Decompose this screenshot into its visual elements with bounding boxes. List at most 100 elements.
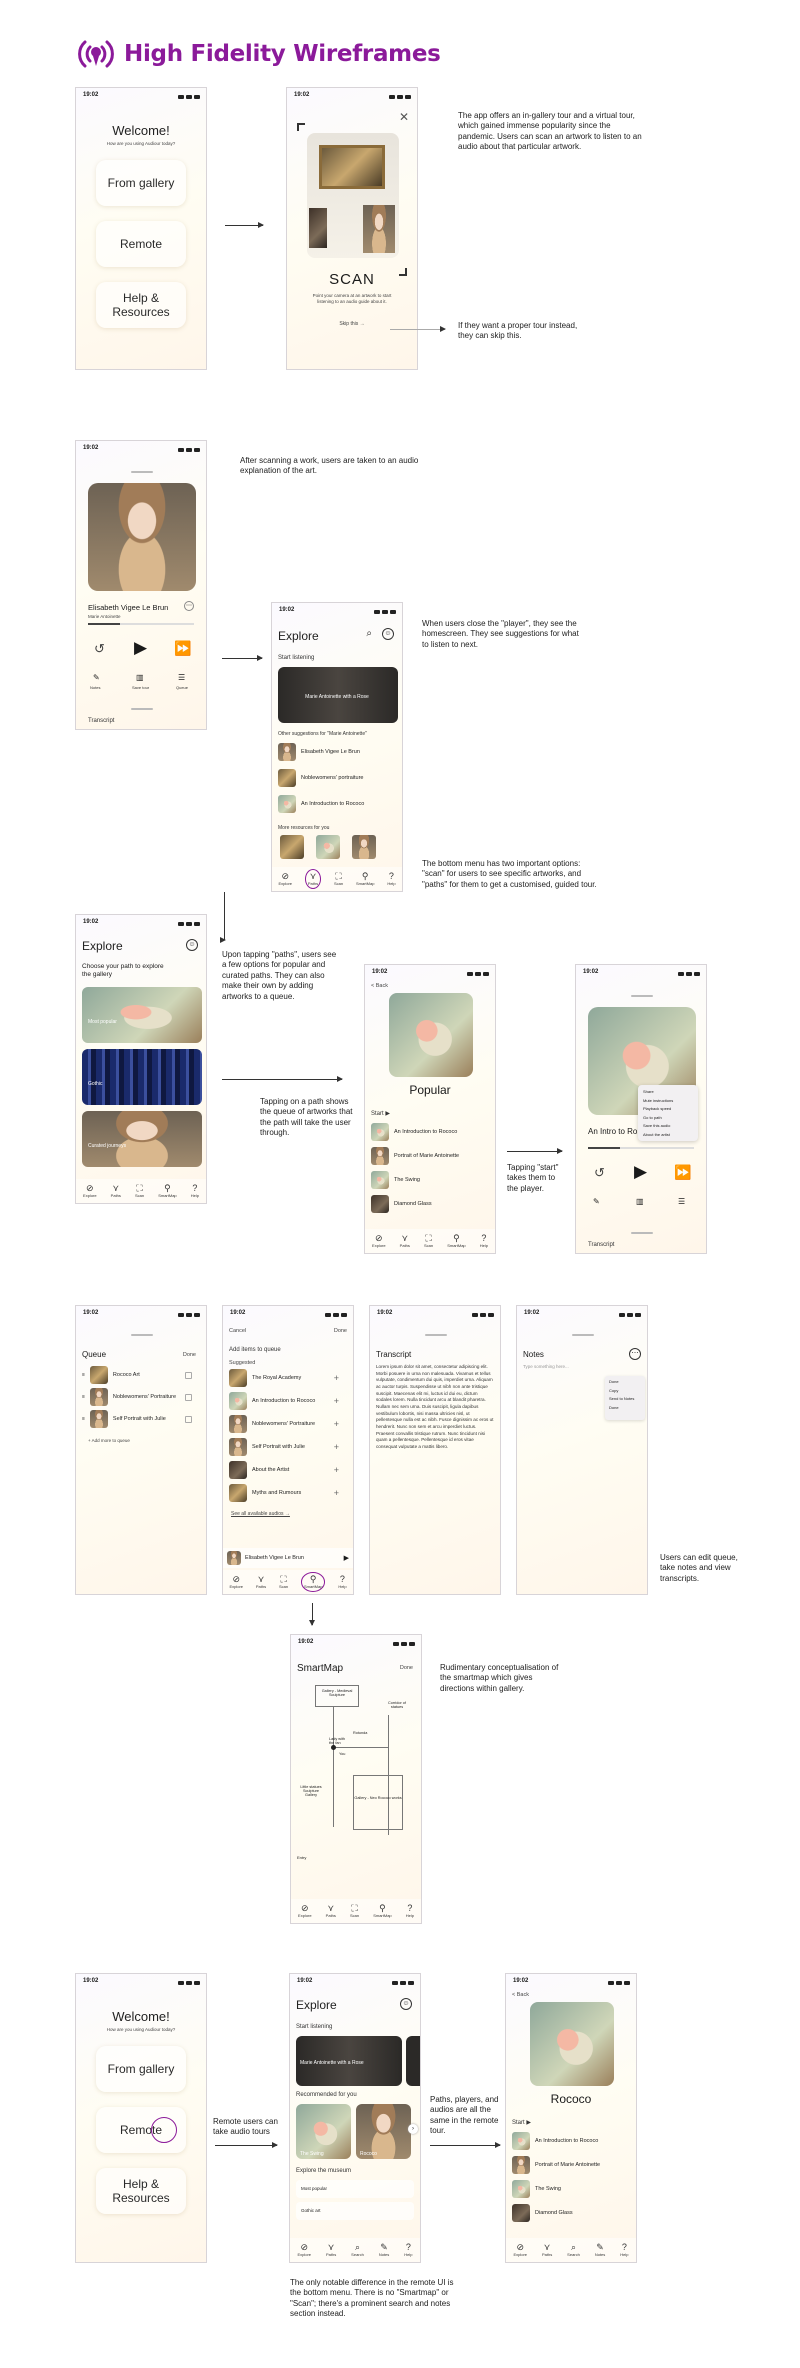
profile-icon[interactable]: ☺ — [400, 1998, 412, 2010]
fast-forward-icon[interactable]: ⏩ — [174, 640, 192, 656]
add-icon[interactable]: + — [333, 1488, 339, 1498]
play-icon[interactable]: ▶ — [634, 1162, 648, 1181]
queue-row[interactable]: ≡ Noblewomens' Portraiture — [82, 1386, 200, 1408]
notes-input[interactable]: Type something here... — [523, 1364, 569, 1369]
drag-handle[interactable] — [572, 1334, 594, 1336]
menu-item-share[interactable]: Share — [643, 1089, 654, 1094]
nav-search[interactable]: ⌕ Search — [351, 2242, 364, 2258]
list-item[interactable]: The Swing — [371, 1169, 489, 1191]
help-resources-button[interactable]: Help & Resources — [96, 2168, 186, 2214]
done-button[interactable]: Done — [333, 1328, 347, 1334]
menu-item[interactable]: Done — [609, 1404, 619, 1410]
list-item[interactable]: Portrait of Marie Antoinette — [512, 2154, 630, 2176]
path-card-gothic[interactable] — [82, 1049, 202, 1105]
pencil-icon[interactable]: ✎ — [93, 673, 100, 682]
list-item[interactable]: Noblewomens' Portraiture + — [229, 1413, 347, 1435]
cancel-button[interactable]: Cancel — [229, 1328, 247, 1334]
list-item[interactable]: Myths and Rumours + — [229, 1482, 347, 1504]
list-item[interactable]: About the Artist + — [229, 1459, 347, 1481]
nav-scan[interactable]: ⛶ Scan — [134, 1183, 145, 1199]
list-item[interactable]: Diamond Glass — [371, 1193, 489, 1215]
more-options-icon[interactable]: ⋯ — [184, 601, 194, 611]
menu-item-go-to-path[interactable]: Go to path — [643, 1114, 662, 1120]
featured-card[interactable] — [278, 667, 398, 723]
skip-link[interactable]: Skip this → — [339, 321, 365, 327]
rewind-icon[interactable]: ↺ — [594, 1165, 605, 1180]
museum-option[interactable]: Gothic art — [296, 2202, 414, 2220]
map-room[interactable]: Gallery - Medieval Sculpture — [315, 1685, 359, 1707]
play-icon[interactable]: ▶ — [343, 1555, 349, 1562]
featured-card[interactable] — [296, 2036, 402, 2086]
path-card-curated[interactable] — [82, 1111, 202, 1167]
list-item[interactable]: An Introduction to Rococo — [512, 2130, 630, 2152]
remote-button[interactable]: Remote — [96, 221, 186, 267]
list-item[interactable]: An Introduction to Rococo — [371, 1121, 489, 1143]
queue-icon[interactable]: ☰ — [678, 1197, 686, 1206]
progress-bar[interactable] — [588, 1147, 694, 1149]
menu-item-save[interactable]: Save this audio — [643, 1123, 671, 1128]
pencil-icon[interactable]: ✎ — [593, 1197, 600, 1206]
menu-item[interactable]: Done — [609, 1379, 619, 1384]
mini-player[interactable]: Elisabeth Vigee Le Brun ▶ — [223, 1548, 353, 1568]
list-item[interactable]: Elisabeth Vigee Le Brun — [278, 741, 396, 763]
nav-help[interactable]: ? Help — [387, 871, 396, 887]
resource-thumb[interactable] — [352, 835, 376, 859]
transcript-tab[interactable]: Transcript — [88, 718, 115, 724]
menu-item[interactable]: Send to Notes — [609, 1396, 635, 1401]
nav-explore[interactable]: ⊘ Explore — [513, 2242, 528, 2258]
rewind-icon[interactable]: ↺ — [94, 641, 105, 656]
nav-explore[interactable]: ⊘ Explore — [298, 1903, 312, 1919]
nav-help[interactable]: ? Help — [405, 1903, 414, 1919]
drag-handle[interactable] — [631, 1232, 653, 1234]
nav-smartmap[interactable]: ⚲ SmartMap — [373, 1903, 392, 1919]
nav-help[interactable]: ? Help — [404, 2242, 413, 2258]
drag-handle[interactable] — [131, 708, 153, 710]
drag-handle[interactable] — [631, 995, 653, 997]
list-item[interactable]: The Swing — [512, 2178, 630, 2200]
menu-item-mute[interactable]: Mute instructions — [643, 1097, 674, 1103]
drag-handle[interactable] — [131, 471, 153, 473]
from-gallery-button[interactable]: From gallery — [96, 160, 186, 206]
add-icon[interactable]: + — [333, 1419, 339, 1429]
recommend-card[interactable] — [356, 2104, 411, 2159]
checkbox[interactable] — [185, 1393, 192, 1401]
start-button[interactable]: Start ▶ — [371, 1111, 390, 1117]
menu-item-artist[interactable]: About the artist — [643, 1131, 670, 1137]
nav-help[interactable]: ? Help — [190, 1183, 199, 1199]
start-button[interactable]: Start ▶ — [512, 2120, 531, 2126]
resource-thumb[interactable] — [280, 835, 304, 859]
nav-smartmap[interactable]: ⚲ SmartMap — [447, 1233, 466, 1249]
nav-paths[interactable]: ⋎ Paths — [325, 2242, 337, 2258]
add-icon[interactable]: + — [333, 1442, 339, 1452]
help-resources-button[interactable]: Help & Resources — [96, 282, 186, 328]
progress-bar[interactable] — [88, 623, 194, 625]
nav-smartmap[interactable]: ⚲ SmartMap — [158, 1183, 177, 1199]
done-button[interactable]: Done — [399, 1665, 413, 1671]
list-item[interactable]: Self Portrait with Julie + — [229, 1436, 347, 1458]
nav-help[interactable]: ? Help — [338, 1574, 347, 1590]
nav-scan[interactable]: ⛶ Scan — [278, 1574, 289, 1590]
nav-paths[interactable]: ⋎ Paths — [110, 1183, 121, 1199]
queue-icon[interactable]: ☰ — [178, 673, 186, 682]
queue-row[interactable]: ≡ Rococo Art — [82, 1364, 200, 1386]
nav-paths[interactable]: ⋎ Paths — [255, 1574, 267, 1590]
drag-handle[interactable] — [131, 1334, 153, 1336]
map-room[interactable]: Rotunda — [353, 1731, 368, 1735]
menu-item[interactable]: Copy — [609, 1387, 619, 1393]
list-item[interactable]: Noblewomens' portraiture — [278, 767, 396, 789]
chevron-right-icon[interactable]: › — [408, 2124, 418, 2134]
list-item[interactable]: Portrait of Marie Antoinette — [371, 1145, 489, 1167]
checkbox[interactable] — [185, 1415, 192, 1423]
nav-smartmap[interactable]: ⚲ SmartMap — [300, 1572, 326, 1592]
nav-smartmap[interactable]: ⚲ SmartMap — [355, 871, 375, 887]
nav-scan[interactable]: ⛶ Scan — [333, 871, 344, 887]
transcript-tab[interactable]: Transcript — [588, 1242, 615, 1248]
fast-forward-icon[interactable]: ⏩ — [674, 1164, 692, 1180]
nav-help[interactable]: ? Help — [479, 1233, 488, 1249]
list-item[interactable]: Diamond Glass — [512, 2202, 630, 2224]
book-icon[interactable]: ▥ — [636, 1197, 644, 1206]
profile-icon[interactable]: ☺ — [382, 628, 394, 640]
nav-notes[interactable]: ✎ Notes — [594, 2242, 606, 2258]
nav-paths[interactable]: ⋎ Paths — [304, 869, 322, 889]
recommend-card[interactable] — [296, 2104, 351, 2159]
